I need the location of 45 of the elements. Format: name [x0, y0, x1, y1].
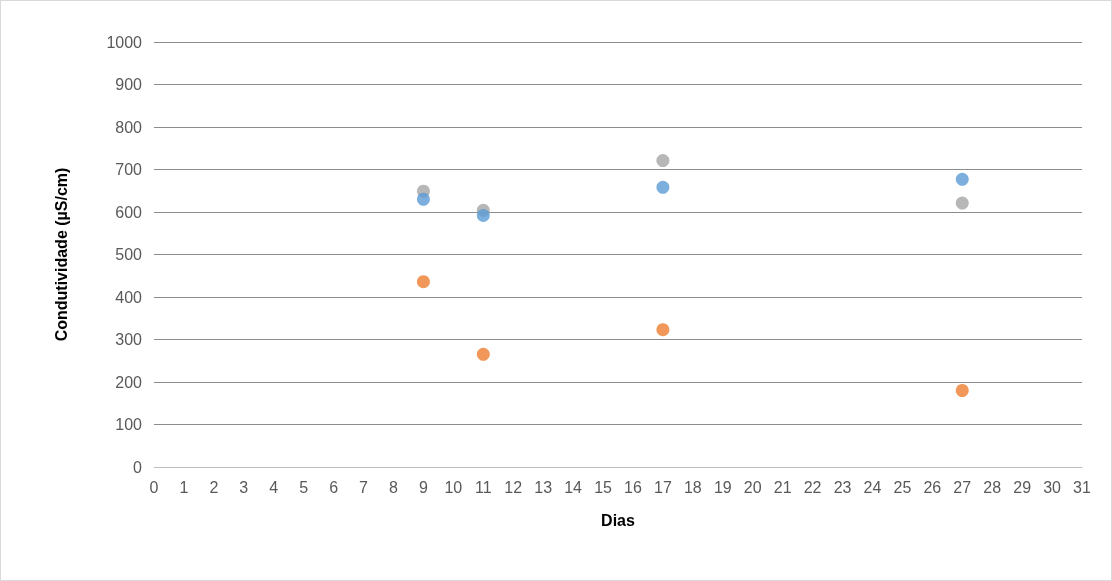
- x-tick-label: 28: [983, 478, 1002, 496]
- y-tick-label: 600: [115, 203, 143, 221]
- y-axis-title: Condutividade (µS/cm): [52, 167, 70, 342]
- x-tick-label: 30: [1043, 478, 1062, 496]
- x-tick-label: 26: [923, 478, 942, 496]
- y-tick-label: 100: [115, 416, 143, 433]
- x-tick-label: 13: [534, 478, 553, 496]
- y-tick-label: 900: [115, 76, 143, 93]
- y-tick-label: 800: [115, 118, 143, 136]
- y-tick-label: 700: [115, 161, 143, 178]
- x-tick-label: 15: [594, 478, 613, 496]
- x-tick-label: 24: [863, 478, 882, 496]
- x-tick-label: 1: [179, 478, 189, 496]
- x-tick-label: 11: [474, 478, 492, 496]
- y-tick-label: 500: [115, 246, 143, 263]
- x-tick-label: 17: [654, 478, 672, 496]
- x-tick-label: 10: [444, 478, 463, 496]
- y-tick-label: 300: [115, 331, 143, 348]
- x-tick-label: 19: [713, 478, 732, 496]
- x-tick-label: 22: [803, 478, 822, 496]
- x-tick-label: 31: [1073, 478, 1091, 496]
- x-tick-label: 7: [359, 478, 369, 496]
- y-tick-label: 1000: [106, 33, 143, 51]
- x-tick-label: 25: [893, 478, 912, 496]
- x-tick-label: 14: [564, 478, 583, 496]
- x-tick-label: 2: [209, 478, 219, 496]
- y-tick-label: 200: [115, 373, 143, 391]
- x-tick-label: 21: [773, 478, 792, 496]
- x-tick-label: 23: [833, 478, 852, 496]
- x-tick-label: 0: [149, 478, 159, 496]
- x-tick-label: 12: [504, 478, 523, 496]
- x-tick-label: 6: [329, 478, 339, 496]
- x-tick-label: 27: [953, 478, 972, 496]
- x-tick-label: 4: [269, 478, 279, 496]
- x-tick-label: 3: [239, 478, 249, 496]
- x-tick-label: 16: [624, 478, 642, 496]
- y-tick-label: 400: [115, 288, 143, 306]
- x-tick-label: 5: [299, 478, 309, 496]
- x-tick-label: 9: [418, 478, 428, 496]
- x-tick-label: 18: [683, 478, 702, 496]
- x-tick-label: 20: [743, 478, 762, 496]
- x-tick-label: 29: [1013, 478, 1032, 496]
- y-tick-label: 0: [133, 458, 143, 476]
- x-tick-label: 8: [389, 478, 399, 496]
- x-axis-title: Dias: [601, 511, 635, 529]
